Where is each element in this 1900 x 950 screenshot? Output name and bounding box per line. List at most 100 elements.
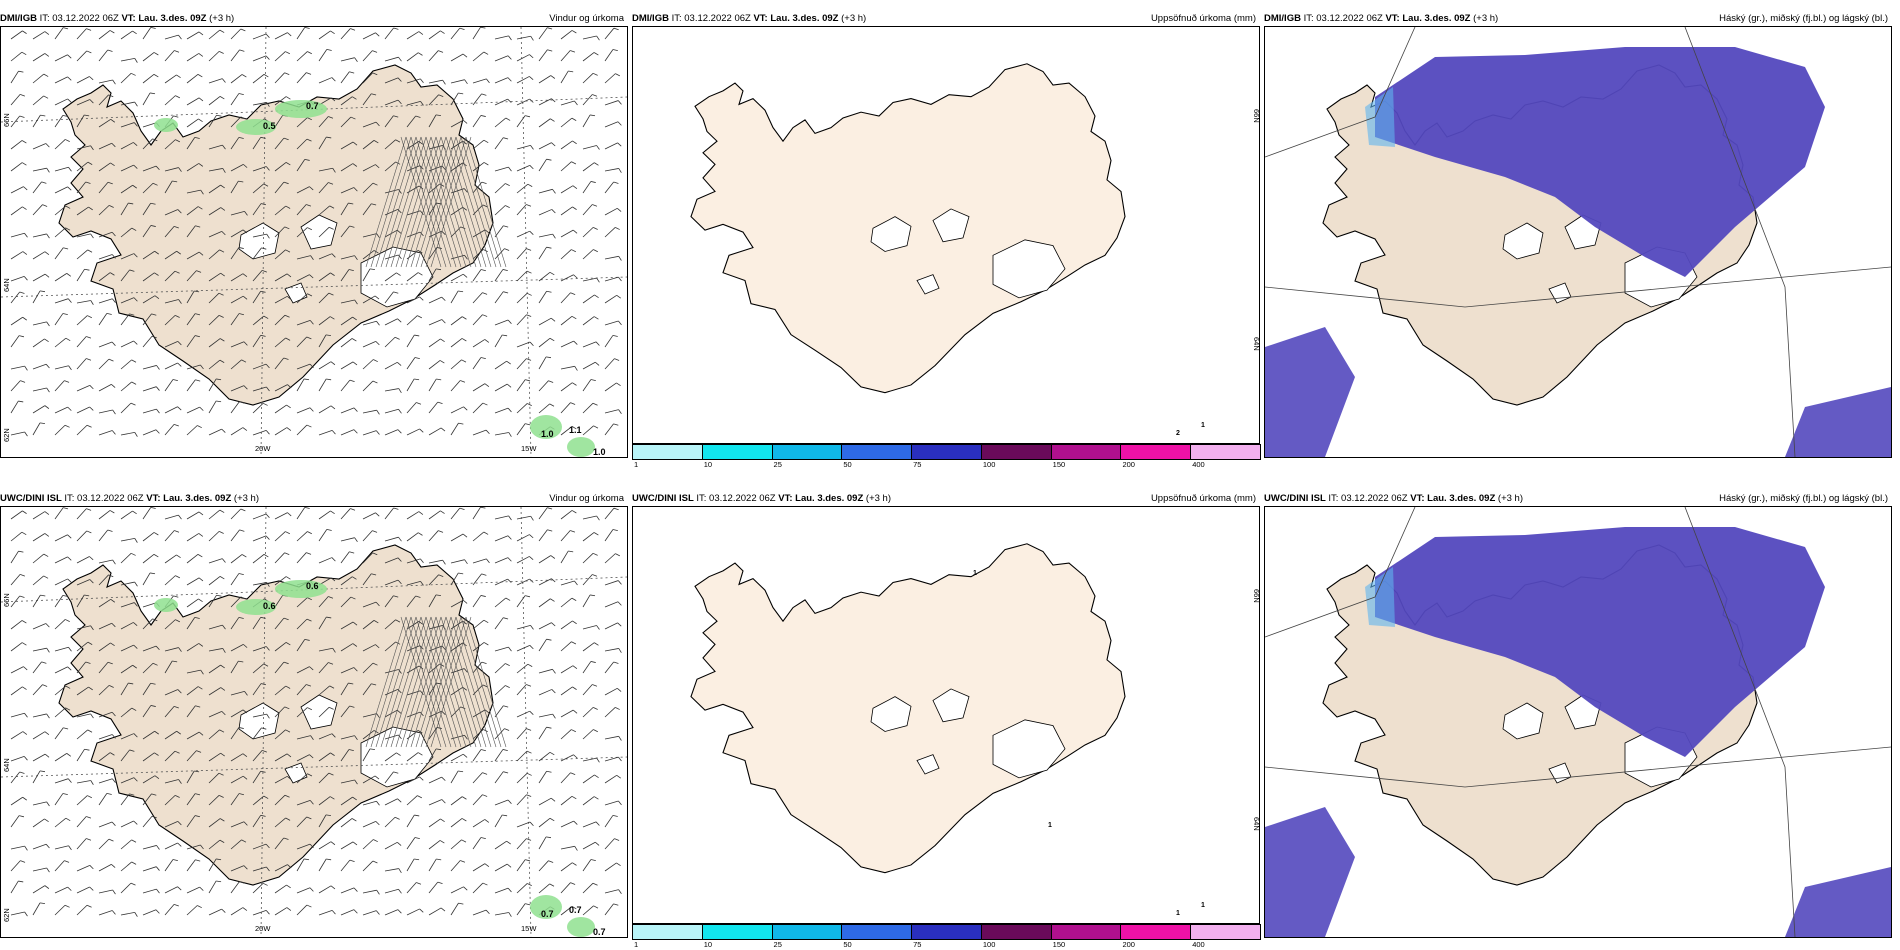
wind-barb-flag (46, 647, 50, 653)
wind-barb (538, 158, 547, 172)
wind-barb-flag (480, 749, 486, 752)
wind-barb (186, 533, 200, 542)
wind-barb-flag (266, 386, 270, 392)
wind-barb (76, 625, 91, 630)
wind-barb-flag (463, 188, 468, 193)
wind-barb (252, 363, 267, 370)
wind-barb-flag (350, 596, 356, 600)
wind-barb-flag (572, 709, 578, 714)
wind-barb-flag (573, 820, 578, 825)
low-cloud-area (1365, 87, 1395, 147)
wind-barb (428, 378, 437, 392)
wind-barb-flag (307, 227, 313, 231)
wind-barb (362, 203, 372, 216)
wind-barb (494, 685, 506, 696)
wind-barb-flag (134, 581, 138, 587)
wind-barb-flag (283, 357, 289, 360)
wind-barb-flag (418, 665, 424, 670)
wind-barb-flag (376, 889, 380, 895)
map-frame[interactable]: 66N 64N 1 1 1 1 (632, 506, 1260, 924)
wind-barb-flag (525, 859, 531, 862)
wind-barb-flag (87, 249, 93, 253)
wind-barb-flag (394, 816, 400, 820)
wind-barb (32, 114, 41, 128)
wind-barb-flag (306, 424, 312, 428)
map-frame[interactable]: 0.7 0.5 1.1 1.0 1.0 66N 64N 62N 20W 15W (0, 26, 628, 458)
wind-barb (120, 622, 134, 630)
colorbar-swatch (1050, 444, 1122, 460)
wind-barb (340, 841, 354, 850)
wind-barb (538, 726, 547, 740)
wind-barb (10, 911, 25, 916)
wind-barb-flag (195, 379, 201, 382)
wind-barb-flag (593, 316, 599, 320)
map-frame[interactable]: 66N 64N 1 2 (632, 26, 1260, 444)
wind-barb (318, 685, 330, 696)
wind-barb (76, 181, 87, 194)
colorbar-label: 400 (1192, 460, 1205, 469)
wind-barb-flag (130, 72, 136, 76)
wind-barb-flag (44, 511, 50, 515)
wind-barb (582, 114, 591, 128)
grid-line (1684, 507, 1796, 937)
wind-barb-flag (371, 203, 377, 206)
wind-barb-flag (545, 836, 552, 839)
wind-barb-flag (550, 555, 556, 559)
wind-barb (54, 727, 64, 740)
wind-barb-flag (306, 204, 312, 207)
wind-barb-flag (596, 145, 600, 150)
wind-barb-flag (87, 161, 93, 165)
map-frame[interactable] (1264, 506, 1892, 938)
wind-barb (164, 660, 173, 674)
wind-barb-flag (328, 116, 334, 119)
wind-barb-flag (617, 121, 622, 126)
wind-barb-flag (417, 730, 423, 734)
wind-barb-flag (20, 94, 25, 97)
wind-barb (362, 121, 377, 128)
wind-barb (10, 51, 23, 62)
wind-barb-flag (441, 710, 446, 715)
wind-barb-flag (286, 884, 291, 889)
wind-barb (450, 599, 464, 608)
wind-barb (164, 859, 174, 872)
wind-barb-flag (155, 429, 160, 434)
wind-barb-flag (418, 52, 423, 56)
hatch-line (450, 136, 492, 268)
wind-barb-flag (419, 776, 424, 781)
wind-barb (340, 202, 349, 216)
wind-barb (10, 140, 23, 150)
wind-barb-flag (238, 617, 244, 619)
wind-barb-flag (131, 381, 137, 385)
precip-colorbar: 1 10 25 50 75 100 150 200 400 (632, 444, 1261, 469)
wind-barb (142, 816, 153, 828)
wind-barb-flag (441, 776, 446, 781)
hatch-line (390, 616, 432, 748)
wind-barb (296, 320, 311, 326)
wind-barb (362, 182, 374, 194)
wind-barb (406, 402, 417, 414)
wind-barb-flag (529, 710, 534, 715)
map-frame[interactable] (1264, 26, 1892, 458)
wind-barb-flag (243, 164, 248, 168)
wind-barb (32, 511, 46, 520)
wind-barb (472, 619, 485, 630)
wind-barb (274, 729, 286, 740)
lat-label: 62N (2, 908, 11, 922)
map-frame[interactable]: 0.6 0.6 0.7 0.7 0.7 66N 64N 62N 20W 15W (0, 506, 628, 938)
wind-barb (32, 31, 46, 40)
wind-barb-flag (285, 96, 291, 100)
wind-barb (362, 320, 377, 326)
wind-barb (10, 731, 24, 740)
wind-barb (54, 556, 68, 564)
wind-barb (472, 909, 487, 916)
wind-barb (516, 644, 530, 652)
wind-barb (560, 641, 572, 652)
wind-barb (428, 748, 437, 762)
wind-barb-flag (461, 839, 467, 843)
colorbar-label: 75 (913, 940, 922, 949)
wind-barb-flag (68, 646, 72, 652)
wind-barb (428, 230, 442, 238)
wind-barb-flag (132, 184, 137, 189)
wind-barb-flag (547, 529, 553, 532)
wind-barb (494, 799, 509, 806)
